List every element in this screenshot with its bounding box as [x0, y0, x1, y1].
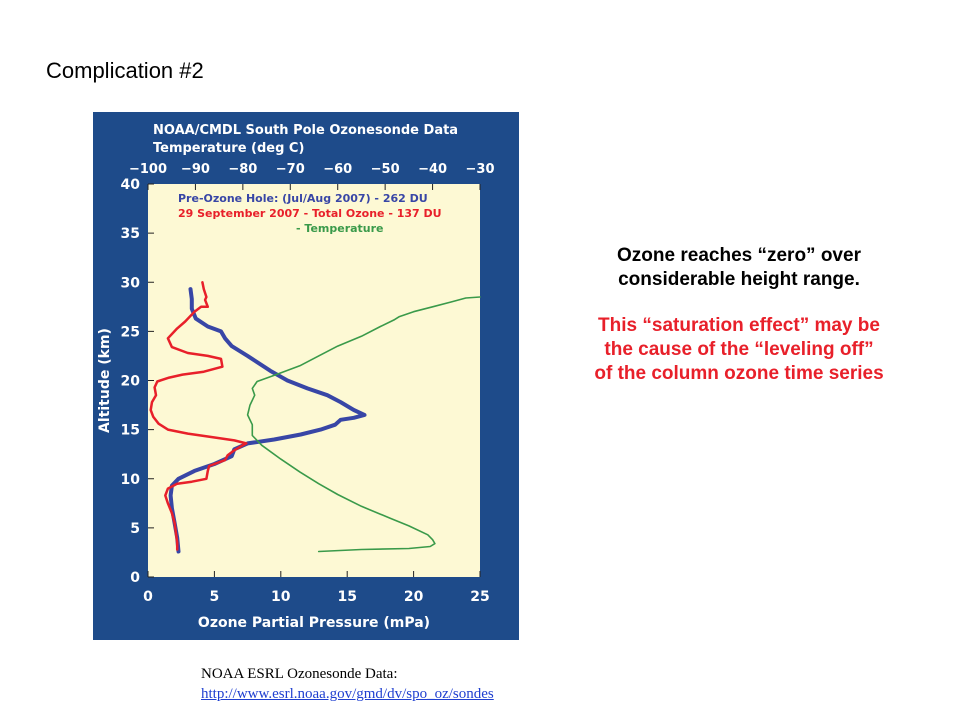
y-tick-label: 5 — [130, 521, 140, 537]
annotation-red-line: the cause of the “leveling off” — [604, 339, 874, 360]
y-tick-label: 15 — [121, 423, 140, 439]
source-label: NOAA ESRL Ozonesonde Data: — [201, 666, 398, 682]
legend-temperature: - Temperature — [296, 222, 384, 235]
temp-tick-label: −40 — [418, 162, 447, 177]
x-tick-label: 0 — [143, 589, 153, 605]
x-axis-label: Ozone Partial Pressure (mPa) — [198, 615, 430, 631]
y-tick-label: 40 — [121, 177, 141, 193]
legend-pre_hole: Pre-Ozone Hole: (Jul/Aug 2007) - 262 DU — [178, 192, 428, 205]
top-axis-label: Temperature (deg C) — [153, 141, 304, 156]
temp-tick-label: −90 — [181, 162, 210, 177]
annotation-red-line: of the column ozone time series — [594, 363, 884, 384]
series-pre_hole-line — [168, 287, 367, 554]
y-axis-label: Altitude (km) — [97, 328, 113, 433]
series-sept-line — [149, 281, 248, 551]
x-tick-label: 10 — [271, 589, 291, 605]
temp-tick-label: −60 — [323, 162, 352, 177]
y-tick-label: 35 — [121, 226, 140, 242]
x-tick-label: 5 — [210, 589, 220, 605]
ozonesonde-figure: NOAA/CMDL South Pole Ozonesonde Data Temp… — [93, 112, 519, 640]
chart-title: NOAA/CMDL South Pole Ozonesonde Data — [153, 123, 458, 138]
source-credit: NOAA ESRL Ozonesonde Data: http://www.es… — [201, 664, 494, 704]
temp-tick-label: −70 — [276, 162, 305, 177]
temp-tick-label: −100 — [129, 162, 167, 177]
y-tick-label: 0 — [130, 570, 140, 586]
annotation-black-line: considerable height range. — [618, 269, 860, 290]
x-tick-label: 15 — [337, 589, 356, 605]
ozonesonde-chart: NOAA/CMDL South Pole Ozonesonde Data Temp… — [93, 112, 519, 640]
x-tick-label: 25 — [470, 589, 489, 605]
annotation-black-line: Ozone reaches “zero” over — [617, 245, 861, 266]
annotation-black: Ozone reaches “zero” over considerable h… — [548, 244, 930, 292]
legend-sept: 29 September 2007 - Total Ozone - 137 DU — [178, 207, 442, 220]
annotation-red: This “saturation effect” may be the caus… — [548, 314, 930, 386]
temp-tick-label: −50 — [371, 162, 400, 177]
y-tick-label: 20 — [121, 374, 141, 390]
temp-tick-label: −30 — [466, 162, 495, 177]
slide-title: Complication #2 — [46, 58, 204, 83]
plot-area — [148, 184, 480, 577]
temp-tick-label: −80 — [228, 162, 257, 177]
source-link[interactable]: http://www.esrl.noaa.gov/gmd/dv/spo_oz/s… — [201, 686, 494, 702]
annotation-red-line: This “saturation effect” may be — [598, 315, 880, 336]
x-tick-label: 20 — [404, 589, 424, 605]
y-tick-label: 10 — [121, 472, 141, 488]
y-tick-label: 25 — [121, 324, 140, 340]
y-tick-label: 30 — [121, 275, 141, 291]
series-temperature-line — [246, 296, 481, 553]
annotation-text: Ozone reaches “zero” over considerable h… — [548, 244, 930, 386]
